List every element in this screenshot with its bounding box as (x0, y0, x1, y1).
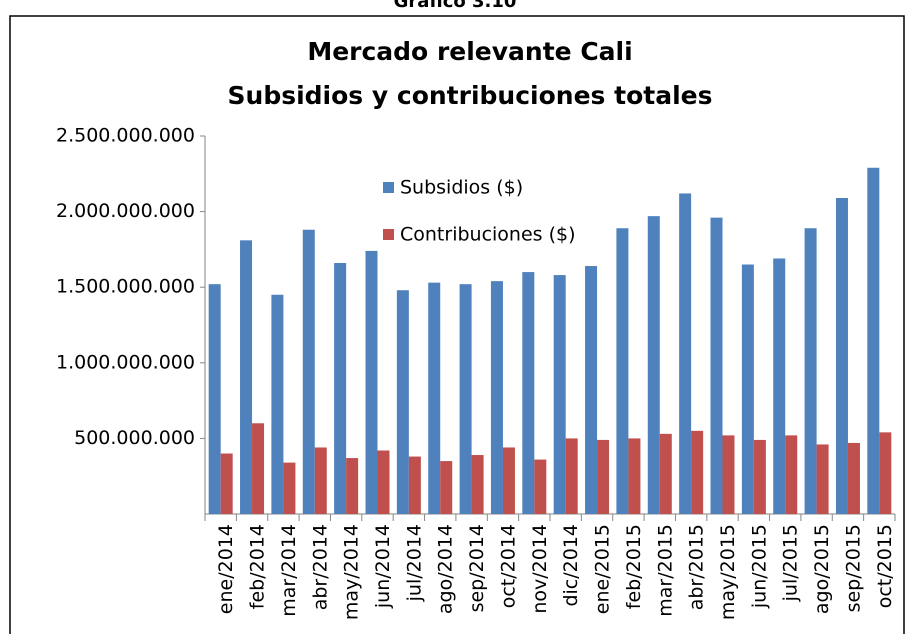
bar (365, 250, 378, 515)
bar (252, 423, 265, 514)
bar (553, 275, 566, 514)
bar (710, 217, 723, 514)
bar (377, 450, 390, 514)
bar (396, 290, 409, 514)
x-tick-label: jul/2014 (403, 524, 425, 602)
bar (271, 294, 284, 514)
bar (659, 433, 672, 514)
x-tick-label: sep/2014 (466, 524, 488, 612)
bar (346, 458, 359, 514)
legend-swatch (383, 229, 394, 240)
x-tick-label: may/2015 (717, 524, 739, 620)
x-tick-label: feb/2014 (247, 524, 269, 609)
x-tick-label: mar/2014 (278, 524, 300, 617)
bar (691, 430, 704, 514)
bar (804, 228, 817, 514)
bar (785, 435, 798, 514)
bar (502, 447, 515, 514)
bar (428, 282, 441, 514)
bar (879, 432, 892, 514)
legend-label: Contribuciones ($) (400, 224, 576, 246)
x-tick-label: ago/2014 (435, 524, 457, 614)
x-tick-label: ene/2015 (592, 524, 614, 614)
bar (847, 442, 860, 514)
x-tick-label: jun/2015 (748, 524, 770, 609)
x-tick-label: feb/2015 (623, 524, 645, 609)
x-tick-label: ene/2014 (215, 524, 237, 614)
x-tick-label: may/2014 (341, 524, 363, 620)
bar (616, 228, 629, 514)
bar (753, 439, 766, 514)
legend-label: Subsidios ($) (400, 177, 523, 199)
bar (208, 284, 221, 514)
bar (471, 455, 484, 514)
x-tick-label: mar/2015 (654, 524, 676, 617)
bar (522, 272, 535, 514)
bar (679, 193, 692, 514)
bar (597, 439, 610, 514)
y-tick-label: 2.500.000.000 (56, 125, 195, 147)
bar (459, 284, 472, 514)
y-tick-label: 2.000.000.000 (56, 200, 195, 222)
chart-title: Mercado relevante Cali (307, 37, 632, 66)
x-tick-label: dic/2014 (560, 524, 582, 607)
bar (741, 264, 754, 514)
y-tick-label: 1.000.000.000 (56, 351, 195, 373)
y-tick-label: 1.500.000.000 (56, 276, 195, 298)
bar (490, 281, 503, 514)
bar (240, 240, 253, 514)
bar (585, 266, 598, 514)
bar (647, 216, 660, 515)
bar (220, 453, 233, 514)
bar (565, 438, 578, 514)
y-tick-label: 500.000.000 (74, 427, 195, 449)
bar (773, 258, 786, 514)
x-tick-label: jul/2015 (780, 524, 802, 602)
x-tick-label: oct/2015 (874, 524, 896, 608)
x-tick-label: sep/2015 (842, 524, 864, 612)
bar (628, 438, 641, 514)
caption: Gráfico 3.10 (394, 0, 517, 12)
chart-border (9, 15, 905, 638)
bar (835, 197, 848, 514)
x-tick-label: abr/2014 (309, 524, 331, 610)
legend-swatch (383, 182, 394, 193)
bar (722, 435, 735, 514)
x-tick-label: nov/2014 (529, 524, 551, 614)
bar (867, 167, 880, 514)
x-tick-label: oct/2014 (497, 524, 519, 608)
bar (534, 459, 547, 514)
bar (283, 462, 296, 514)
bar (334, 263, 347, 514)
bar (440, 461, 453, 514)
x-tick-label: jun/2014 (372, 524, 394, 609)
x-tick-label: abr/2015 (686, 524, 708, 610)
bar (816, 444, 829, 514)
x-tick-label: ago/2015 (811, 524, 833, 614)
chart-title: Subsidios y contribuciones totales (228, 81, 713, 110)
bar (408, 456, 421, 514)
bar (302, 229, 315, 514)
bar (314, 447, 327, 514)
